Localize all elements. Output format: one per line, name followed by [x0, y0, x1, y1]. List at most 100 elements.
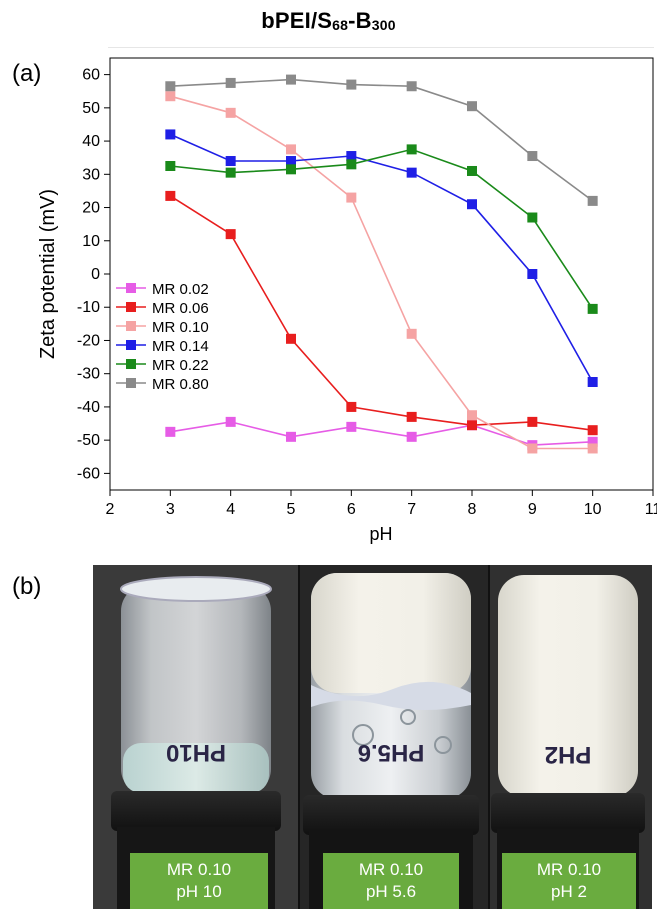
- panel-a-label: (a): [12, 60, 42, 87]
- legend-marker: [126, 321, 136, 331]
- data-point: [165, 129, 176, 140]
- data-point: [165, 81, 176, 92]
- caption-vial-1: MR 0.10 pH 10: [130, 853, 268, 909]
- y-tick-label: 0: [91, 266, 100, 283]
- legend-label: MR 0.80: [152, 376, 209, 393]
- series-layer: [165, 74, 598, 454]
- data-point: [346, 151, 357, 162]
- y-tick-label: 40: [82, 133, 100, 150]
- data-point: [225, 229, 236, 240]
- y-tick-label: -50: [77, 432, 100, 449]
- y-tick-label: -60: [77, 465, 100, 482]
- data-point: [225, 107, 236, 118]
- data-point: [406, 81, 417, 92]
- legend-item: MR 0.06: [116, 300, 209, 317]
- data-point: [467, 101, 477, 112]
- legend-marker: [126, 340, 136, 350]
- data-point: [527, 269, 538, 279]
- legend-item: MR 0.14: [116, 338, 209, 355]
- y-tick-label: -10: [77, 299, 100, 316]
- legend-marker: [126, 302, 136, 312]
- data-point: [286, 74, 296, 85]
- x-tick-label: 8: [468, 501, 477, 518]
- caption-vial-2: MR 0.10 pH 5.6: [323, 853, 459, 909]
- data-point: [406, 328, 417, 339]
- data-point: [346, 192, 357, 203]
- legend-marker: [126, 283, 136, 293]
- data-point: [467, 199, 477, 210]
- x-axis-ticks: 2 3 4 5 6 7 8 9 10 11: [106, 490, 657, 518]
- data-point: [225, 167, 236, 178]
- x-tick-label: 6: [347, 501, 356, 518]
- legend-label: MR 0.14: [152, 338, 209, 355]
- title-divider: [108, 47, 654, 48]
- vial-2-marking: PH5.6: [358, 739, 425, 766]
- y-tick-label: -40: [77, 399, 100, 416]
- series-mr-0-10: [165, 91, 598, 454]
- data-point: [406, 431, 417, 442]
- data-point: [286, 144, 296, 155]
- series-line: [169, 195, 593, 431]
- legend-item: MR 0.80: [116, 376, 209, 393]
- data-point: [527, 416, 538, 427]
- data-point: [406, 144, 417, 155]
- vial-1-marking: PH10: [166, 739, 226, 766]
- panel-b-label: (b): [12, 573, 42, 600]
- data-point: [225, 77, 236, 88]
- data-point: [467, 420, 477, 431]
- data-point: [587, 436, 598, 447]
- data-point: [467, 410, 477, 421]
- x-tick-label: 10: [584, 501, 602, 518]
- legend-label: MR 0.10: [152, 319, 209, 336]
- series-line: [169, 133, 594, 383]
- series-line: [170, 95, 593, 450]
- vial-photos: PH10 PH5.6 PH2 MR 0.10 pH 10 MR 0.10 pH …: [93, 565, 652, 909]
- data-point: [286, 333, 296, 344]
- data-point: [346, 159, 357, 170]
- y-tick-label: 60: [82, 67, 100, 84]
- series-mr-0-06: [165, 190, 598, 436]
- series-mr-0-14: [165, 129, 598, 387]
- data-point: [406, 167, 417, 178]
- y-tick-label: 30: [82, 166, 100, 183]
- data-point: [346, 421, 357, 432]
- data-point: [527, 212, 538, 223]
- series-mr-0-80: [165, 74, 598, 206]
- legend-item: MR 0.10: [116, 319, 209, 336]
- legend-item: MR 0.22: [116, 357, 209, 374]
- x-axis-label: pH: [369, 524, 392, 544]
- data-point: [587, 443, 598, 454]
- data-point: [225, 156, 236, 167]
- caption-3-mr: MR 0.10: [536, 860, 602, 879]
- series-line: [170, 78, 594, 202]
- series-mr-0-22: [165, 144, 598, 314]
- caption-2-mr: MR 0.10: [358, 860, 424, 879]
- data-point: [165, 426, 176, 437]
- x-tick-label: 5: [287, 501, 296, 518]
- data-point: [225, 416, 236, 427]
- legend-label: MR 0.02: [152, 281, 209, 298]
- y-tick-label: -20: [77, 332, 100, 349]
- vial-3-marking: PH2: [545, 741, 592, 768]
- caption-vial-3: MR 0.10 pH 2: [502, 853, 636, 909]
- x-tick-label: 4: [226, 501, 235, 518]
- y-tick-label: -30: [77, 366, 100, 383]
- caption-2-ph: pH 5.6: [365, 882, 417, 901]
- x-tick-label: 9: [528, 501, 537, 518]
- data-point: [527, 443, 538, 454]
- y-axis-ticks: -60 -50 -40 -30 -20 -10 0 10 20 30 40 50 60: [77, 67, 110, 482]
- data-point: [165, 91, 176, 102]
- series-line: [170, 148, 594, 310]
- data-point: [286, 431, 296, 442]
- vial-2: PH5.6: [303, 573, 479, 909]
- data-point: [587, 425, 598, 436]
- legend: MR 0.02 MR 0.06 MR 0.10 MR 0.14 MR 0.22 MR 0.…: [116, 281, 209, 393]
- y-axis-label: Zeta potential (mV): [37, 189, 59, 359]
- plot-frame: [109, 57, 654, 491]
- legend-label: MR 0.06: [152, 300, 209, 317]
- caption-3-ph: pH 2: [551, 882, 587, 901]
- data-point: [286, 164, 296, 175]
- legend-label: MR 0.22: [152, 357, 209, 374]
- series-line: [170, 421, 593, 446]
- data-point: [587, 303, 598, 314]
